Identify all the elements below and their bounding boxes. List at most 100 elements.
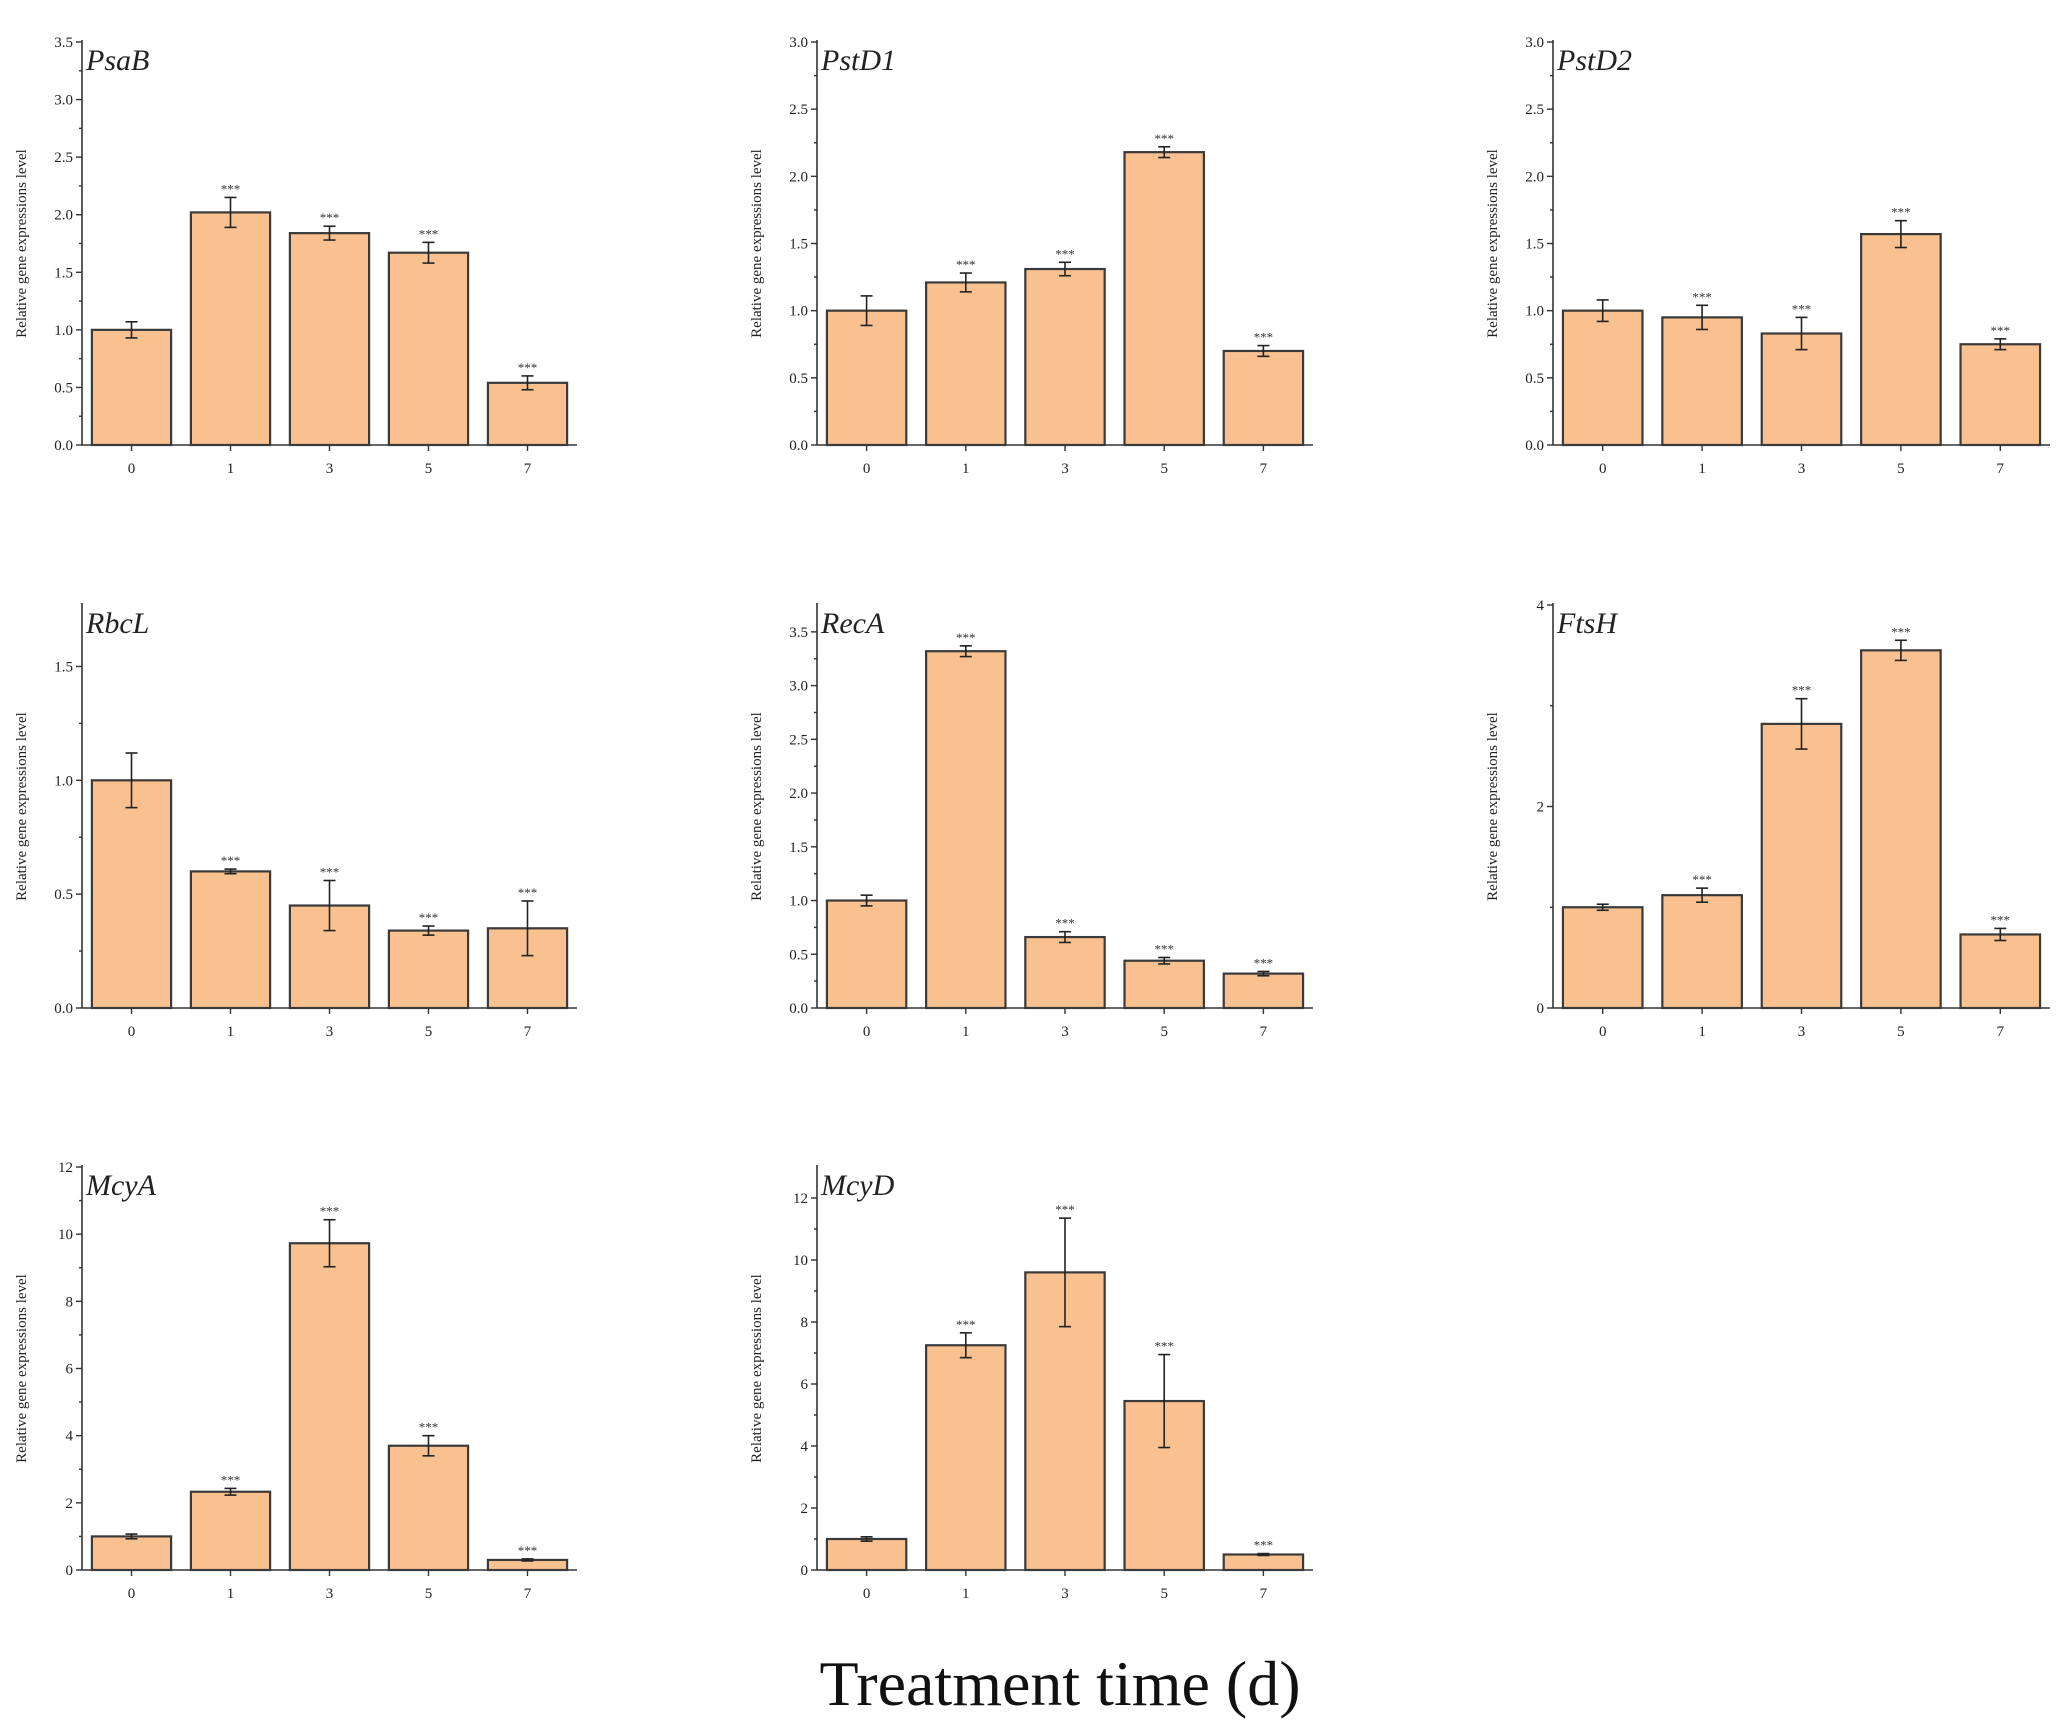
x-tick-label: 1 <box>1698 461 1706 477</box>
y-tick-label: 0.5 <box>789 947 808 963</box>
bar-1 <box>189 870 272 1010</box>
significance-label: *** <box>1254 330 1274 345</box>
y-tick-label: 6 <box>801 1377 809 1393</box>
y-tick-label: 0.0 <box>54 1001 73 1017</box>
x-tick-label: 3 <box>1798 1024 1806 1040</box>
x-tick-label: 0 <box>863 461 871 477</box>
bar-0 <box>825 309 908 447</box>
panel-title: McyD <box>820 1169 895 1202</box>
chart-panel-pstd2: 0.0 0.5 1.0 1.5 2.0 2.5 3.0 Relative gene expre… <box>1485 35 2050 477</box>
y-tick-label: 1.0 <box>1525 304 1544 320</box>
x-tick-label: 1 <box>227 461 235 477</box>
significance-label: *** <box>518 1543 538 1558</box>
chart-panel-psab: 0.0 0.5 1.0 1.5 2.0 2.5 3.0 3.5 Relative gene ex… <box>14 35 577 477</box>
y-tick-label: 1.0 <box>54 773 73 789</box>
y-tick-label: 2.0 <box>789 169 808 185</box>
bar-7 <box>1222 972 1305 1010</box>
y-tick-label: 2.0 <box>789 786 808 802</box>
bar-7 <box>1222 1553 1305 1572</box>
bar-5 <box>1860 232 1942 447</box>
y-tick-label: 3.0 <box>1525 35 1544 51</box>
significance-label: *** <box>1891 624 1911 639</box>
x-tick-label: 1 <box>962 1024 970 1040</box>
x-tick-label: 7 <box>524 1024 532 1040</box>
significance-label: *** <box>419 1420 439 1435</box>
significance-label: *** <box>1254 1538 1274 1553</box>
y-tick-label: 2.0 <box>1525 169 1544 185</box>
significance-label: *** <box>1692 289 1712 304</box>
bar-5 <box>1123 959 1205 1010</box>
y-axis-label: Relative gene expressions level <box>749 712 765 901</box>
bar-5 <box>1860 649 1942 1010</box>
y-tick-label: 2 <box>66 1496 74 1512</box>
chart-panel-pstd1: 0.0 0.5 1.0 1.5 2.0 2.5 3.0 Relative gene expre… <box>749 35 1313 477</box>
bar-1 <box>925 650 1007 1010</box>
significance-label: *** <box>1991 323 2011 338</box>
significance-label: *** <box>419 226 439 241</box>
y-tick-label: 0 <box>66 1563 74 1579</box>
y-tick-label: 4 <box>66 1429 74 1445</box>
bar-1 <box>189 1490 272 1572</box>
x-tick-label: 0 <box>863 1586 871 1602</box>
x-tick-label: 3 <box>1798 461 1806 477</box>
bar-3 <box>288 232 371 447</box>
bar-1 <box>189 211 272 447</box>
bar-1 <box>1661 316 1743 447</box>
bar-7 <box>486 381 569 447</box>
x-tick-label: 7 <box>1997 1024 2005 1040</box>
significance-label: *** <box>1792 683 1812 698</box>
x-tick-label: 5 <box>425 1586 433 1602</box>
significance-label: *** <box>1154 1339 1174 1354</box>
x-tick-label: 5 <box>1160 1024 1168 1040</box>
panel-title: McyA <box>85 1169 157 1202</box>
x-tick-label: 7 <box>524 461 532 477</box>
x-tick-label: 1 <box>962 461 970 477</box>
y-tick-label: 3.5 <box>789 625 808 641</box>
significance-label: *** <box>221 1472 241 1487</box>
y-tick-label: 1.5 <box>54 265 73 281</box>
significance-label: *** <box>221 853 241 868</box>
x-tick-label: 0 <box>863 1024 871 1040</box>
x-tick-label: 7 <box>524 1586 532 1602</box>
bar-5 <box>1123 151 1205 447</box>
y-tick-label: 0.0 <box>789 1001 808 1017</box>
x-tick-label: 0 <box>1599 1024 1607 1040</box>
significance-label: *** <box>518 885 538 900</box>
x-tick-label: 5 <box>1897 1024 1905 1040</box>
y-tick-label: 12 <box>793 1191 808 1207</box>
bar-7 <box>1959 933 2042 1010</box>
significance-label: *** <box>419 910 439 925</box>
significance-label: *** <box>956 1317 976 1332</box>
y-tick-label: 1.5 <box>54 659 73 675</box>
significance-label: *** <box>1991 912 2011 927</box>
x-tick-label: 5 <box>425 461 433 477</box>
significance-label: *** <box>1154 131 1174 146</box>
y-tick-label: 2 <box>1537 800 1545 816</box>
y-axis-label: Relative gene expressions level <box>749 149 765 338</box>
y-tick-label: 1.5 <box>789 237 808 253</box>
significance-label: *** <box>1792 301 1812 316</box>
y-tick-label: 4 <box>801 1439 809 1455</box>
y-tick-label: 3.0 <box>54 93 73 109</box>
bar-1 <box>925 1344 1007 1572</box>
bar-3 <box>1024 935 1106 1010</box>
x-tick-label: 3 <box>326 1586 334 1602</box>
y-tick-label: 10 <box>58 1227 73 1243</box>
y-tick-label: 8 <box>66 1294 74 1310</box>
y-tick-label: 2.0 <box>54 208 73 224</box>
x-tick-label: 3 <box>1061 461 1069 477</box>
x-tick-label: 5 <box>1897 461 1905 477</box>
y-tick-label: 2.5 <box>1525 102 1544 118</box>
y-axis-label: Relative gene expressions level <box>14 1274 30 1463</box>
bar-3 <box>1760 722 1843 1010</box>
y-tick-label: 10 <box>793 1253 808 1269</box>
bar-5 <box>387 929 470 1010</box>
x-tick-label: 7 <box>1260 461 1268 477</box>
bar-3 <box>288 1242 371 1572</box>
significance-label: *** <box>320 1204 340 1219</box>
y-tick-label: 2 <box>801 1501 809 1517</box>
panel-title: PstD2 <box>1556 44 1632 77</box>
significance-label: *** <box>518 360 538 375</box>
